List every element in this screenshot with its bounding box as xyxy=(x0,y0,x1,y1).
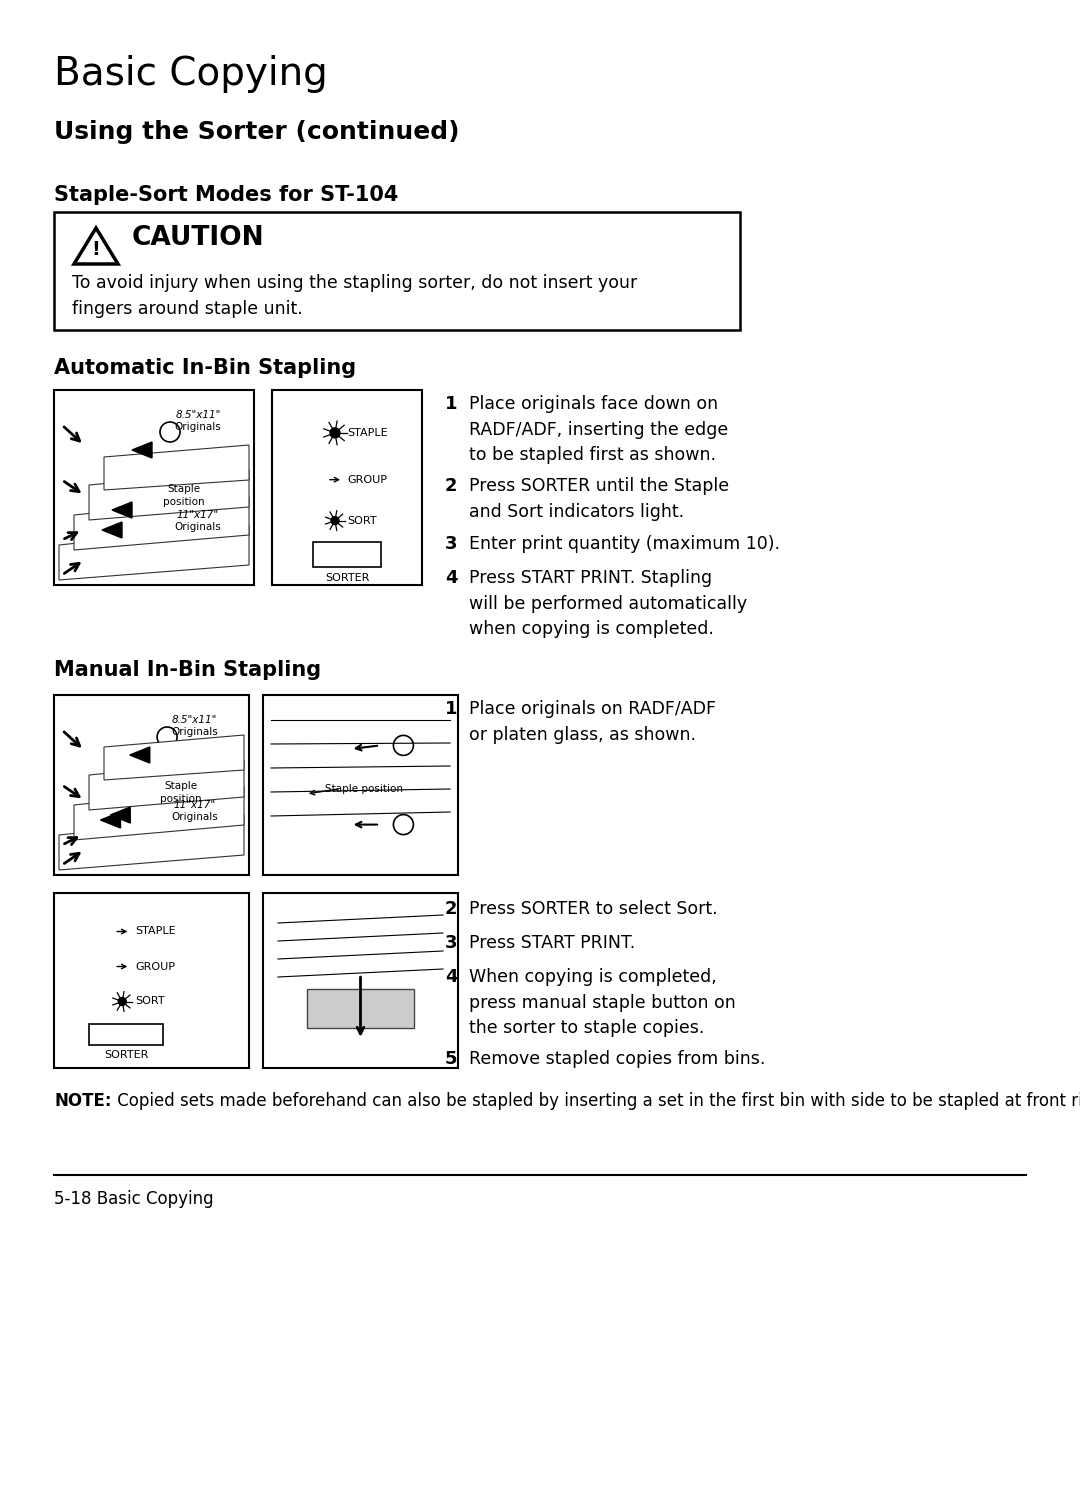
Text: SORTER: SORTER xyxy=(104,1051,148,1060)
Text: When copying is completed,
press manual staple button on
the sorter to staple co: When copying is completed, press manual … xyxy=(469,968,735,1037)
Circle shape xyxy=(330,428,340,438)
Text: Staple-Sort Modes for ST-104: Staple-Sort Modes for ST-104 xyxy=(54,184,399,206)
Polygon shape xyxy=(110,807,131,823)
Text: 5: 5 xyxy=(445,1049,458,1067)
Polygon shape xyxy=(112,502,132,519)
Polygon shape xyxy=(59,815,244,869)
Text: 8.5"x11": 8.5"x11" xyxy=(175,410,220,420)
Text: 3: 3 xyxy=(445,934,458,953)
Text: 8.5"x11": 8.5"x11" xyxy=(172,715,217,724)
Polygon shape xyxy=(104,735,244,780)
Text: position: position xyxy=(160,794,202,804)
Text: Staple: Staple xyxy=(164,782,198,791)
Text: Originals: Originals xyxy=(175,522,221,532)
Polygon shape xyxy=(89,761,244,810)
Text: Press START PRINT.: Press START PRINT. xyxy=(469,934,635,953)
Text: Originals: Originals xyxy=(171,727,218,736)
Text: Copied sets made beforehand can also be stapled by inserting a set in the first : Copied sets made beforehand can also be … xyxy=(112,1092,1080,1110)
Polygon shape xyxy=(130,747,150,764)
Polygon shape xyxy=(75,497,249,550)
Text: 3: 3 xyxy=(445,535,458,553)
Polygon shape xyxy=(100,812,121,829)
Text: 4: 4 xyxy=(445,569,458,587)
Text: CAUTION: CAUTION xyxy=(132,225,265,251)
Text: Press SORTER until the Staple
and Sort indicators light.: Press SORTER until the Staple and Sort i… xyxy=(469,476,729,520)
Text: 1: 1 xyxy=(445,395,458,413)
Text: Manual In-Bin Stapling: Manual In-Bin Stapling xyxy=(54,661,321,680)
Text: Using the Sorter (continued): Using the Sorter (continued) xyxy=(54,119,459,144)
Text: 11"x17": 11"x17" xyxy=(173,800,216,810)
Polygon shape xyxy=(132,442,152,458)
Text: 11"x17": 11"x17" xyxy=(177,510,219,520)
Polygon shape xyxy=(104,445,249,490)
Text: To avoid injury when using the stapling sorter, do not insert your
fingers aroun: To avoid injury when using the stapling … xyxy=(72,274,637,319)
Text: Originals: Originals xyxy=(171,812,218,823)
Text: SORTER: SORTER xyxy=(325,573,369,584)
Text: GROUP: GROUP xyxy=(135,962,175,972)
Text: 5-18 Basic Copying: 5-18 Basic Copying xyxy=(54,1190,214,1208)
Text: Originals: Originals xyxy=(175,422,221,432)
Text: 2: 2 xyxy=(445,900,458,918)
Polygon shape xyxy=(89,470,249,520)
Text: Staple: Staple xyxy=(167,484,201,493)
Text: Place originals on RADF/ADF
or platen glass, as shown.: Place originals on RADF/ADF or platen gl… xyxy=(469,700,716,744)
Circle shape xyxy=(330,517,339,525)
Text: Automatic In-Bin Stapling: Automatic In-Bin Stapling xyxy=(54,358,356,378)
Text: !: ! xyxy=(92,240,100,259)
Polygon shape xyxy=(75,788,244,841)
Text: Basic Copying: Basic Copying xyxy=(54,54,327,94)
Text: position: position xyxy=(163,496,205,507)
Text: Enter print quantity (maximum 10).: Enter print quantity (maximum 10). xyxy=(469,535,780,553)
Text: 2: 2 xyxy=(445,476,458,494)
Text: GROUP: GROUP xyxy=(347,475,387,485)
Text: STAPLE: STAPLE xyxy=(347,428,388,438)
Text: SORT: SORT xyxy=(135,996,164,1007)
Circle shape xyxy=(118,998,126,1005)
Text: SORT: SORT xyxy=(347,516,377,526)
Text: 1: 1 xyxy=(445,700,458,718)
Text: Press SORTER to select Sort.: Press SORTER to select Sort. xyxy=(469,900,717,918)
Polygon shape xyxy=(102,522,122,538)
FancyBboxPatch shape xyxy=(307,989,414,1028)
Polygon shape xyxy=(59,525,249,581)
Text: Place originals face down on
RADF/ADF, inserting the edge
to be stapled first as: Place originals face down on RADF/ADF, i… xyxy=(469,395,728,464)
Text: STAPLE: STAPLE xyxy=(135,927,176,936)
Text: Staple position: Staple position xyxy=(325,783,404,794)
Text: Press START PRINT. Stapling
will be performed automatically
when copying is comp: Press START PRINT. Stapling will be perf… xyxy=(469,569,747,638)
Text: NOTE:: NOTE: xyxy=(54,1092,111,1110)
Text: Remove stapled copies from bins.: Remove stapled copies from bins. xyxy=(469,1049,766,1067)
Text: 4: 4 xyxy=(445,968,458,986)
